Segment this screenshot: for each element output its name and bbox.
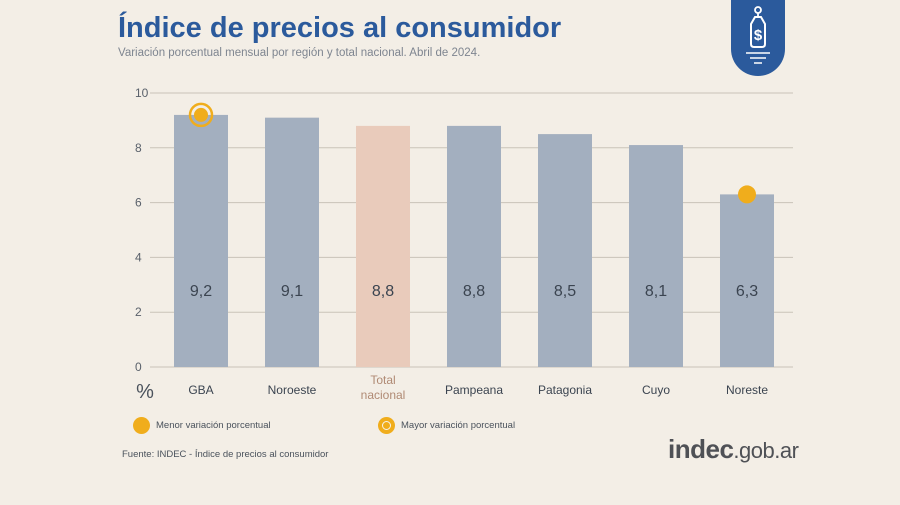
y-axis-label: %	[136, 381, 154, 403]
svg-text:$: $	[754, 27, 763, 44]
x-tick-label: Noroeste	[268, 383, 317, 397]
x-tick-label: Total nacional	[361, 373, 406, 402]
menor-marker	[738, 185, 756, 204]
mayor-marker-icon	[378, 417, 395, 434]
page-subtitle: Variación porcentual mensual por región …	[118, 47, 481, 59]
value-label: 9,2	[190, 283, 212, 300]
x-tick-label: Patagonia	[538, 383, 592, 397]
value-label: 6,3	[736, 283, 758, 300]
y-tick-label: 6	[135, 196, 142, 210]
x-tick-label: GBA	[188, 383, 213, 397]
legend-mayor-label: Mayor variación porcentual	[401, 420, 516, 431]
x-tick-label: Pampeana	[445, 383, 503, 397]
value-label: 8,1	[645, 283, 667, 300]
value-label: 8,8	[372, 283, 394, 300]
brand-domain: .gob.ar	[733, 438, 799, 463]
value-label: 9,1	[281, 283, 303, 300]
bars	[174, 114, 774, 367]
y-tick-label: 8	[135, 141, 142, 155]
bar	[629, 145, 683, 367]
x-tick-label: Noreste	[726, 383, 768, 397]
bar	[538, 134, 592, 367]
bar	[356, 125, 410, 367]
y-axis-ticks: 0 2 4 6 8 10	[135, 86, 149, 374]
y-tick-label: 10	[135, 86, 149, 100]
source-note: Fuente: INDEC - Índice de precios al con…	[122, 449, 329, 460]
legend-mayor: Mayor variación porcentual	[378, 417, 515, 434]
bar	[720, 194, 774, 367]
bar	[174, 114, 228, 367]
x-axis-ticks: GBA Noroeste Total nacional Pampeana Patagoni…	[188, 373, 768, 402]
legend-menor: Menor variación porcentual	[133, 417, 271, 434]
brand-logo[interactable]: indec.gob.ar	[668, 434, 799, 465]
y-tick-label: 0	[135, 360, 142, 374]
brand-bold: indec	[668, 434, 734, 464]
value-label: 8,5	[554, 283, 576, 300]
bar	[265, 117, 319, 367]
bar	[447, 125, 501, 367]
y-tick-label: 2	[135, 305, 142, 319]
y-tick-label: 4	[135, 250, 142, 264]
mayor-marker	[188, 102, 214, 128]
x-tick-label: Cuyo	[642, 383, 670, 397]
page-title: Índice de precios al consumidor	[118, 12, 562, 44]
value-labels: 9,2 9,1 8,8 8,8 8,5 8,1 6,3	[190, 283, 758, 300]
markers	[188, 102, 756, 204]
price-tag-dollar-icon: $	[731, 0, 785, 76]
value-label: 8,8	[463, 283, 485, 300]
legend-menor-label: Menor variación porcentual	[156, 420, 271, 431]
menor-marker-icon	[133, 417, 150, 434]
